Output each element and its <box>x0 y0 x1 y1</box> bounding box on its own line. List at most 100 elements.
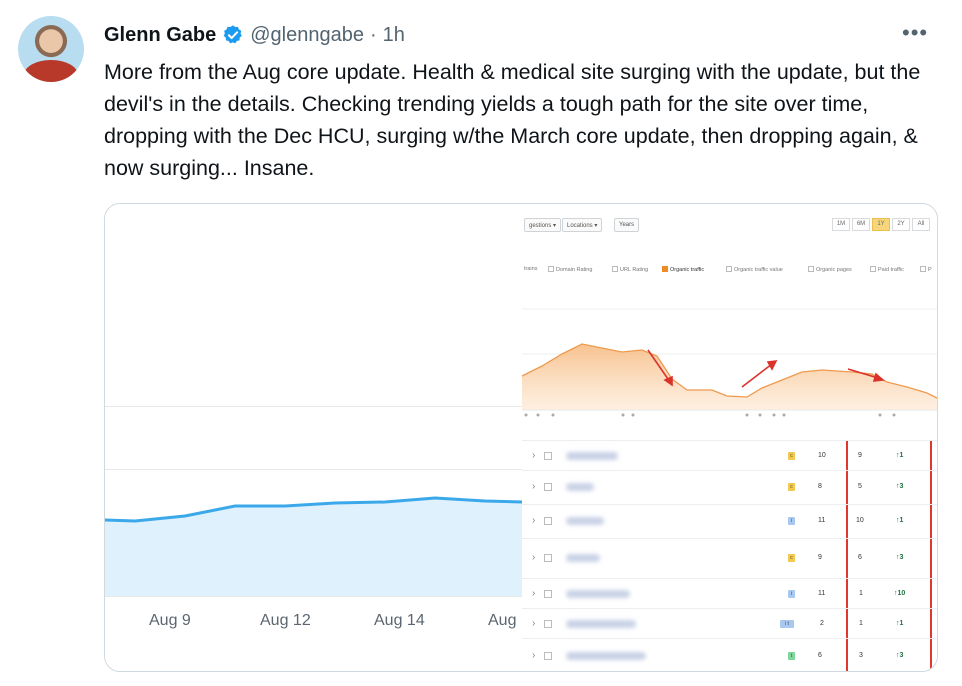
metric-organic-traffic: Organic traffic <box>662 266 704 273</box>
x-tick-label: Aug <box>488 612 517 629</box>
x-tick-label: Aug 14 <box>374 612 425 629</box>
intent-badge: c <box>788 554 795 562</box>
row-value: 1 <box>859 590 863 597</box>
table-row: › i 11 10 ↑1 <box>522 504 937 538</box>
row-value: 1 <box>859 620 863 627</box>
chart-baseline <box>105 596 522 597</box>
period-1y: 1Y <box>872 218 890 231</box>
red-highlight-line <box>930 440 932 671</box>
row-checkbox <box>544 483 552 491</box>
row-checkbox <box>544 590 552 598</box>
red-highlight-line <box>846 440 848 671</box>
metric-organic-traffic-value: Organic traffic value <box>726 266 783 273</box>
row-value: 6 <box>818 652 822 659</box>
table-row: › c 9 6 ↑3 <box>522 538 937 578</box>
row-value: 8 <box>818 483 822 490</box>
row-value: 10 <box>818 452 826 459</box>
tweet-media[interactable]: Aug 9 Aug 12 Aug 14 Aug gestions ▾ Locat… <box>104 203 938 672</box>
meta-separator: · <box>369 23 377 46</box>
row-checkbox <box>544 452 552 460</box>
filter-dropdown: gestions ▾ <box>524 218 562 232</box>
metric-url-rating: URL Rating <box>612 266 648 273</box>
blurred-keyword <box>566 554 600 562</box>
table-row: › i 11 1 ↑10 <box>522 578 937 608</box>
tweet-text: More from the Aug core update. Health & … <box>104 60 921 180</box>
intent-badge: i t <box>780 620 794 628</box>
table-row: › c 10 9 ↑1 <box>522 440 937 470</box>
x-tick-label: Aug 9 <box>149 612 191 629</box>
intent-badge: i <box>788 590 795 598</box>
verified-badge-icon[interactable] <box>222 24 244 46</box>
red-arrow-icon <box>647 349 885 388</box>
row-value: 11 <box>818 517 826 524</box>
metric-domain-rating: Domain Rating <box>548 266 592 273</box>
chart-gridline <box>105 406 522 407</box>
organic-traffic-chart <box>522 308 937 417</box>
organic-traffic-area <box>522 344 937 410</box>
left-chart-svg <box>105 496 522 596</box>
blurred-keyword <box>566 590 630 598</box>
intent-badge: t <box>788 652 795 660</box>
row-value: 10 <box>856 517 864 524</box>
row-change: ↑1 <box>896 452 904 459</box>
left-traffic-chart: Aug 9 Aug 12 Aug 14 Aug <box>105 204 522 671</box>
chevron-right-icon: › <box>532 650 536 661</box>
row-checkbox <box>544 517 552 525</box>
row-value: 9 <box>818 554 822 561</box>
metric-paid-traffic: Paid traffic <box>870 266 904 273</box>
years-dropdown: Years <box>614 218 640 232</box>
metric-label: trains <box>524 266 538 272</box>
avatar-shirt <box>24 60 78 82</box>
metric-organic-pages: Organic pages <box>808 266 852 273</box>
period-2y: 2Y <box>892 218 910 231</box>
blurred-keyword <box>566 620 636 628</box>
locations-dropdown: Locations ▾ <box>562 218 603 232</box>
table-row: › t 6 3 ↑3 <box>522 638 937 671</box>
row-value: 3 <box>859 652 863 659</box>
blurred-keyword <box>566 517 604 525</box>
row-checkbox <box>544 652 552 660</box>
author-avatar[interactable] <box>18 16 84 82</box>
author-handle[interactable]: @glenngabe <box>250 23 364 46</box>
chart-gridline <box>105 469 522 470</box>
row-value: 9 <box>858 452 862 459</box>
right-ahrefs-screenshot: gestions ▾ Locations ▾ Years 1M 6M 1Y 2Y… <box>522 204 937 671</box>
row-change: ↑3 <box>896 652 904 659</box>
period-6m: 6M <box>852 218 870 231</box>
row-change: ↑1 <box>896 620 904 627</box>
intent-badge: c <box>788 452 795 460</box>
x-tick-label: Aug 12 <box>260 612 311 629</box>
blurred-keyword <box>566 652 646 660</box>
left-chart-line <box>105 496 522 523</box>
intent-badge: i <box>788 517 795 525</box>
chevron-right-icon: › <box>532 552 536 563</box>
row-value: 2 <box>820 620 824 627</box>
row-change: ↑10 <box>894 590 906 597</box>
intent-badge: c <box>788 483 795 491</box>
tweet-timestamp[interactable]: 1h <box>382 23 405 46</box>
chevron-right-icon: › <box>532 618 536 629</box>
tweet-header: Glenn Gabe @glenngabe · 1h <box>104 22 405 48</box>
table-row: › c 8 5 ↑3 <box>522 470 937 504</box>
row-change: ↑3 <box>896 483 904 490</box>
chevron-right-icon: › <box>532 481 536 492</box>
row-change: ↑1 <box>896 517 904 524</box>
left-chart-area <box>105 498 522 596</box>
period-1m: 1M <box>832 218 850 231</box>
timeline-markers <box>524 413 896 417</box>
chevron-right-icon: › <box>532 515 536 526</box>
row-value: 6 <box>858 554 862 561</box>
row-value: 5 <box>858 483 862 490</box>
row-checkbox <box>544 554 552 562</box>
metric-p: P <box>920 266 932 273</box>
row-change: ↑3 <box>896 554 904 561</box>
chevron-right-icon: › <box>532 450 536 461</box>
blurred-keyword <box>566 483 594 491</box>
table-row: › i t 2 1 ↑1 <box>522 608 937 638</box>
row-value: 11 <box>818 590 826 597</box>
row-checkbox <box>544 620 552 628</box>
blurred-keyword <box>566 452 618 460</box>
author-name[interactable]: Glenn Gabe <box>104 23 217 46</box>
chevron-right-icon: › <box>532 588 536 599</box>
more-icon[interactable]: ••• <box>902 20 929 45</box>
